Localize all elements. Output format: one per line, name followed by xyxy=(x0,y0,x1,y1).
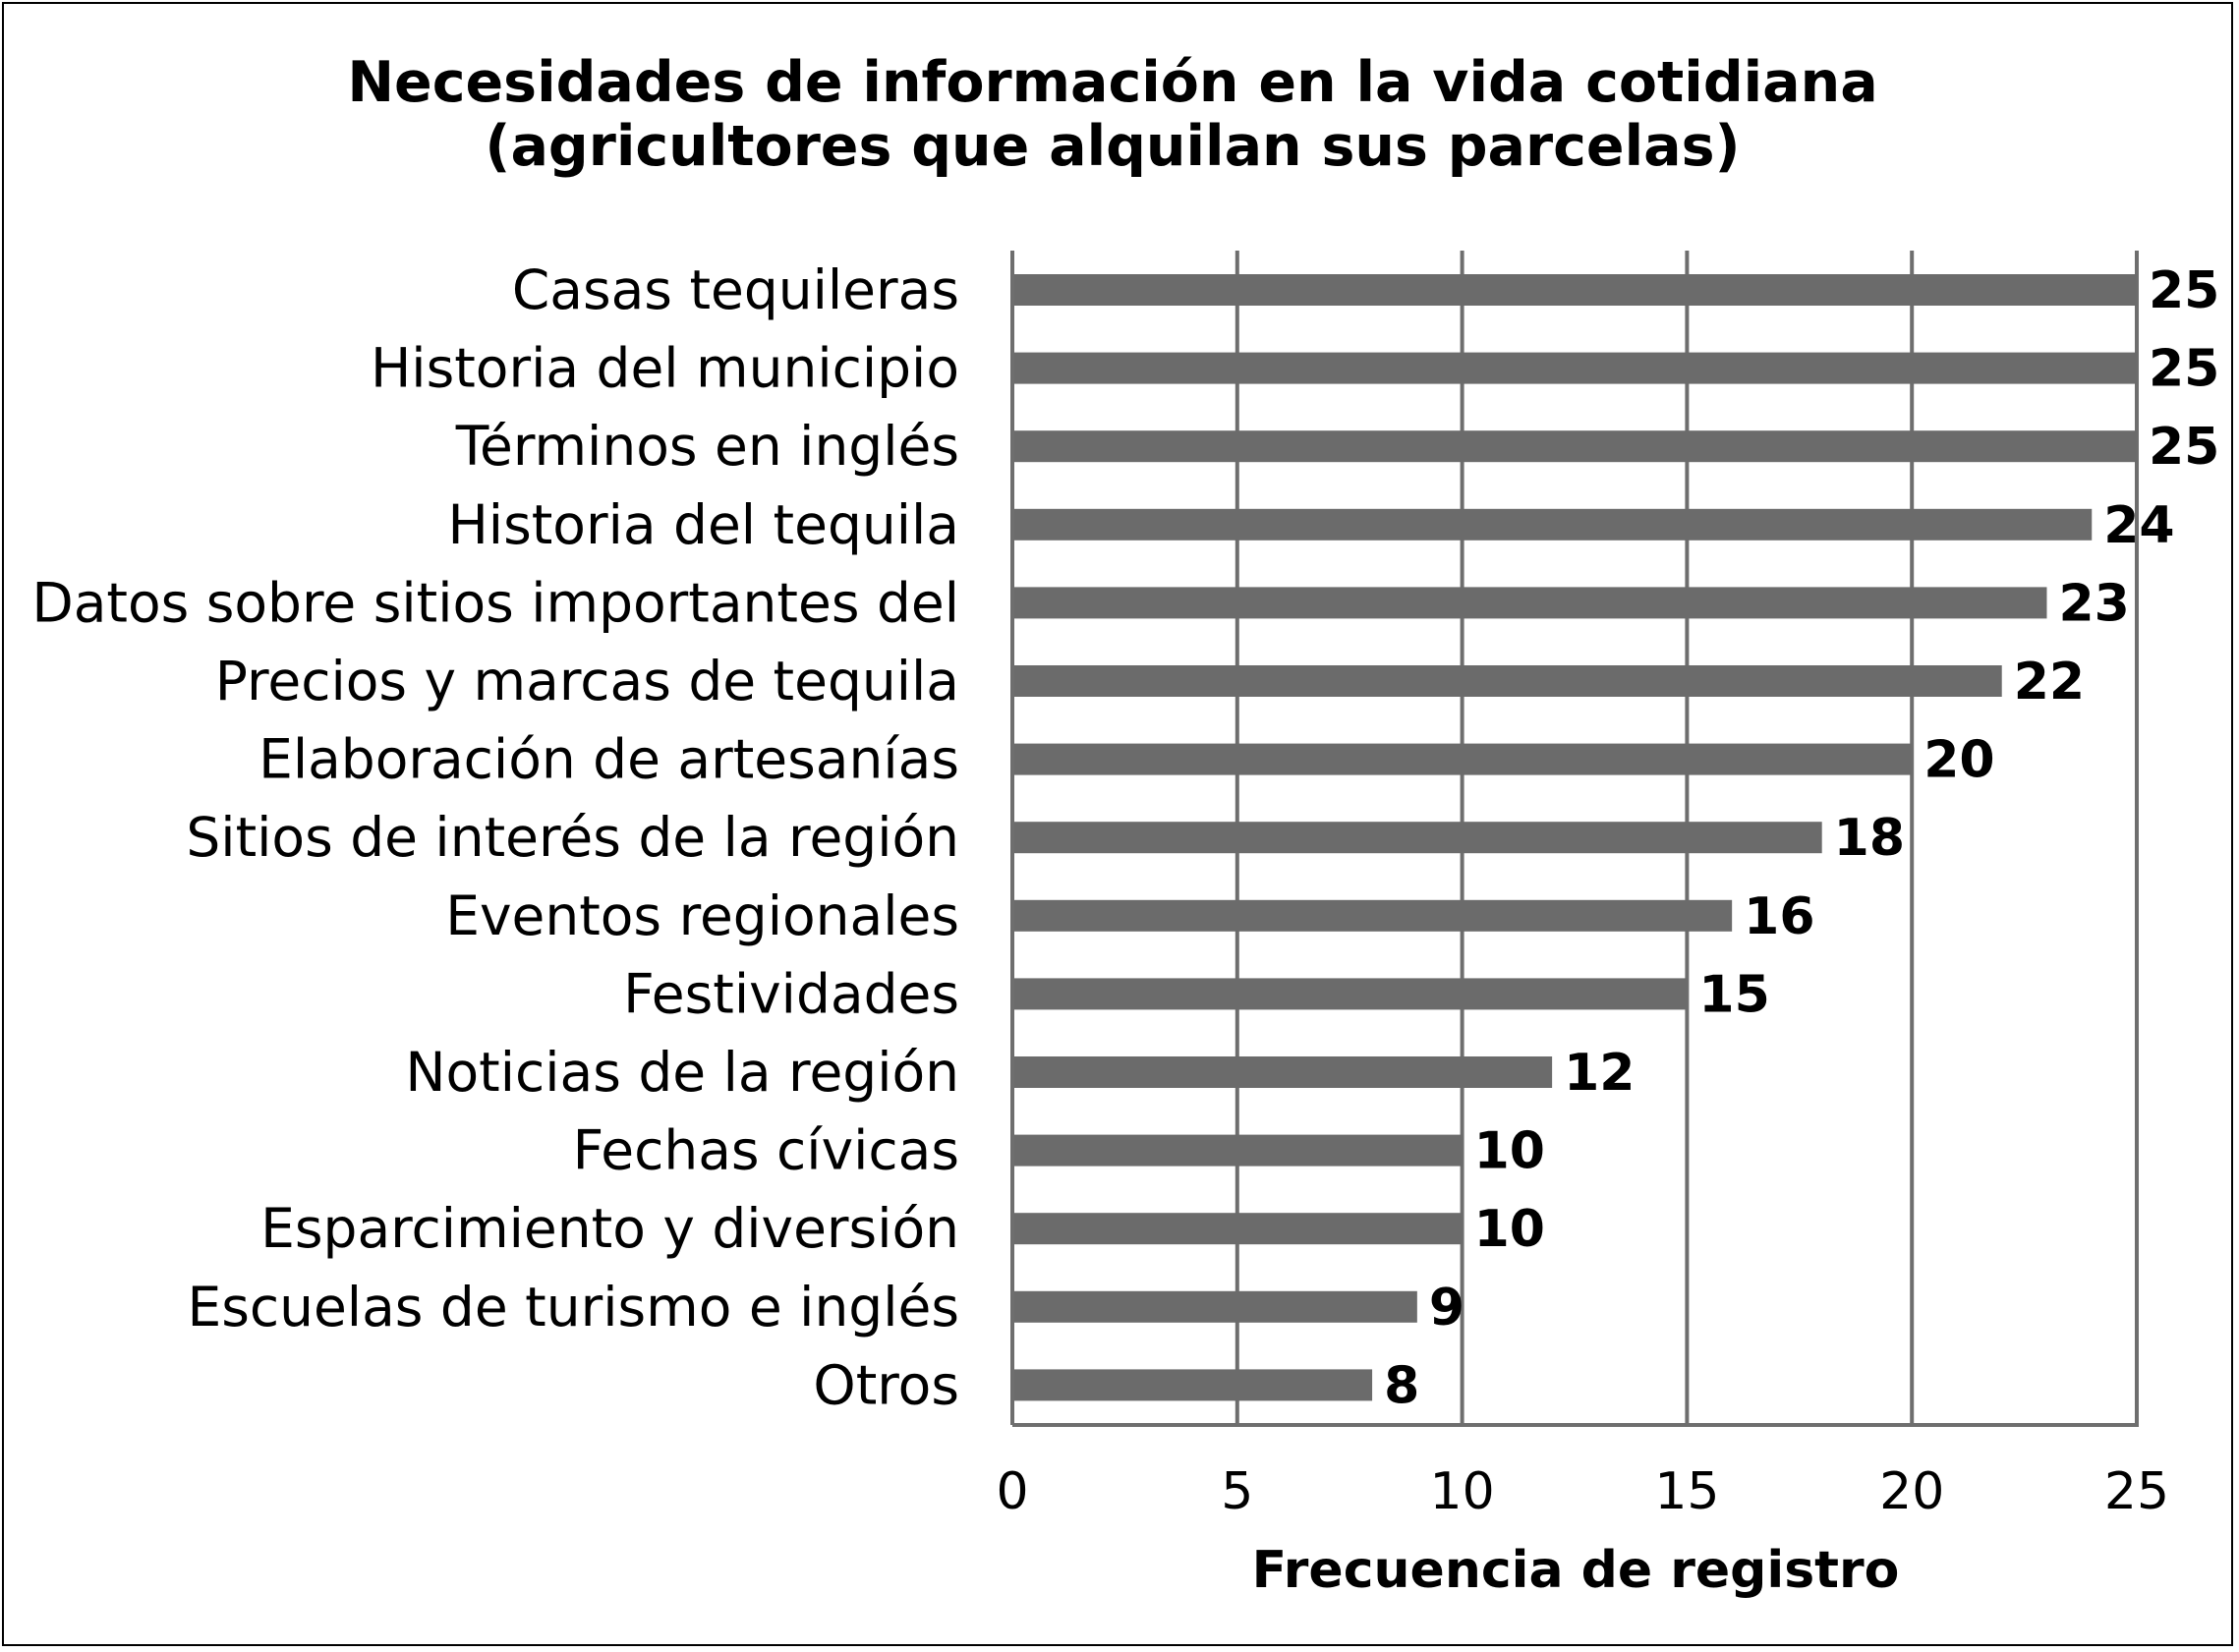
bar xyxy=(1012,508,2093,541)
bar xyxy=(1012,352,2137,384)
bar xyxy=(1012,274,2137,306)
data-label: 25 xyxy=(2149,340,2219,399)
category-label: Noticias de la región xyxy=(405,1041,959,1104)
category-label: Casas tequileras xyxy=(512,258,959,321)
data-label: 25 xyxy=(2149,261,2219,320)
x-tick-label: 10 xyxy=(1430,1462,1495,1521)
category-label: Fechas cívicas xyxy=(573,1119,959,1182)
data-label: 9 xyxy=(1429,1279,1464,1338)
bar xyxy=(1012,430,2137,463)
chart-title-line-2: (agricultores que alquilan sus parcelas) xyxy=(485,114,1740,179)
bar xyxy=(1012,1369,1373,1401)
x-tick-label: 5 xyxy=(1221,1462,1253,1521)
bar xyxy=(1012,587,2047,619)
bar xyxy=(1012,978,1688,1010)
category-labels: Casas tequileras Historia del municipio Té… xyxy=(31,258,959,1416)
bar xyxy=(1012,899,1733,932)
bar xyxy=(1012,822,1822,854)
data-label: 10 xyxy=(1474,1122,1545,1181)
category-label: Festividades xyxy=(623,962,959,1025)
data-label: 24 xyxy=(2103,496,2174,555)
data-label: 15 xyxy=(1698,965,1769,1024)
category-label: Historia del municipio xyxy=(371,337,959,400)
data-label: 10 xyxy=(1474,1200,1545,1259)
bar xyxy=(1012,1213,1463,1245)
bars xyxy=(1012,274,2137,1401)
x-tick-label: 25 xyxy=(2104,1462,2169,1521)
data-label: 12 xyxy=(1564,1044,1635,1103)
tick-labels: 0 5 10 15 20 25 xyxy=(996,1462,2169,1521)
category-label: Datos sobre sitios importantes del xyxy=(31,571,959,634)
data-label: 16 xyxy=(1744,887,1814,946)
bar xyxy=(1012,1134,1463,1167)
category-label: Sitios de interés de la región xyxy=(186,806,959,869)
bar xyxy=(1012,743,1913,775)
category-label: Escuelas de turismo e inglés xyxy=(187,1276,959,1339)
x-tick-label: 0 xyxy=(996,1462,1028,1521)
category-label: Esparcimiento y diversión xyxy=(260,1197,959,1260)
bar xyxy=(1012,1056,1553,1088)
data-label: 23 xyxy=(2058,574,2129,633)
category-label: Precios y marcas de tequila xyxy=(215,650,959,712)
x-tick-label: 20 xyxy=(1879,1462,1944,1521)
data-label: 18 xyxy=(1834,809,1905,868)
category-label: Otros xyxy=(813,1353,959,1416)
axes xyxy=(1010,251,2139,1427)
category-label: Eventos regionales xyxy=(445,884,959,947)
data-label: 22 xyxy=(2014,653,2085,712)
category-label: Elaboración de artesanías xyxy=(258,728,959,791)
category-label: Historia del tequila xyxy=(447,493,959,556)
x-axis-label: Frecuencia de registro xyxy=(1252,1541,1900,1600)
data-label: 25 xyxy=(2149,418,2219,477)
data-label: 20 xyxy=(1923,731,1994,790)
category-label: Términos en inglés xyxy=(455,415,959,478)
bar xyxy=(1012,1290,1417,1323)
x-tick-label: 15 xyxy=(1654,1462,1719,1521)
chart-title-line-1: Necesidades de información en la vida co… xyxy=(347,50,1877,115)
bar xyxy=(1012,665,2002,697)
data-label: 8 xyxy=(1384,1356,1419,1415)
